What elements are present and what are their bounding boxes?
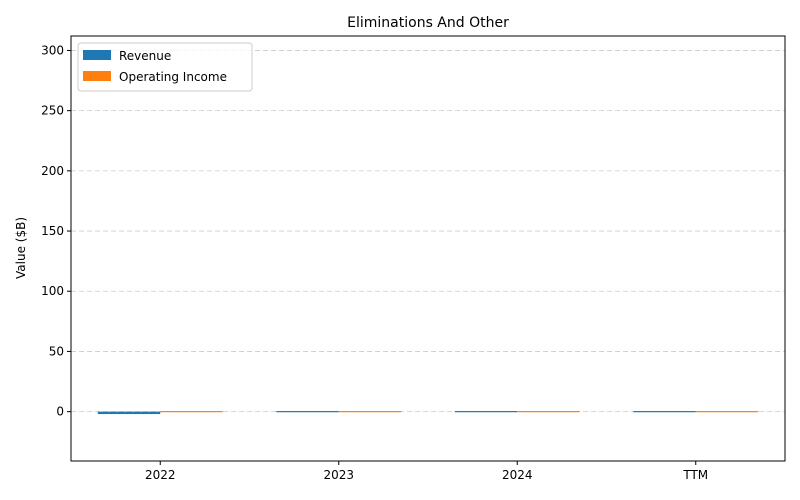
y-tick-label: 200 [41,164,64,178]
bar-operating-income [695,411,759,413]
bars [97,411,759,415]
legend-label: Revenue [119,49,171,63]
y-tick-label: 0 [56,405,64,419]
legend: Revenue Operating Income [77,42,253,92]
bar-revenue [633,411,696,413]
legend-box [77,42,253,92]
y-axis-label: Value ($B) [14,217,28,279]
bar-revenue [454,411,518,413]
y-tick-label: 300 [41,43,64,57]
y-tick-label: 100 [41,284,64,298]
chart-title: Eliminations And Other [347,15,509,31]
bar-revenue [276,411,339,413]
x-tick-label: TTM [682,468,708,482]
bar-revenue [97,411,161,415]
plot-frame [70,35,786,462]
y-tick-label: 250 [41,104,64,118]
bar-operating-income [160,411,223,413]
bar-operating-income [338,411,402,413]
y-tick-label: 150 [41,224,64,238]
y-axis: 0 50 100 150 200 250 300 [41,43,71,419]
x-tick-label: 2023 [323,468,354,482]
x-tick-label: 2022 [145,468,176,482]
x-axis: 2022 2023 2024 TTM [145,461,708,482]
grid [71,50,785,413]
legend-swatch [83,50,111,60]
x-tick-label: 2024 [502,468,533,482]
legend-swatch [83,71,111,81]
legend-label: Operating Income [119,70,227,84]
y-tick-label: 50 [49,344,64,358]
bar-operating-income [517,411,580,413]
